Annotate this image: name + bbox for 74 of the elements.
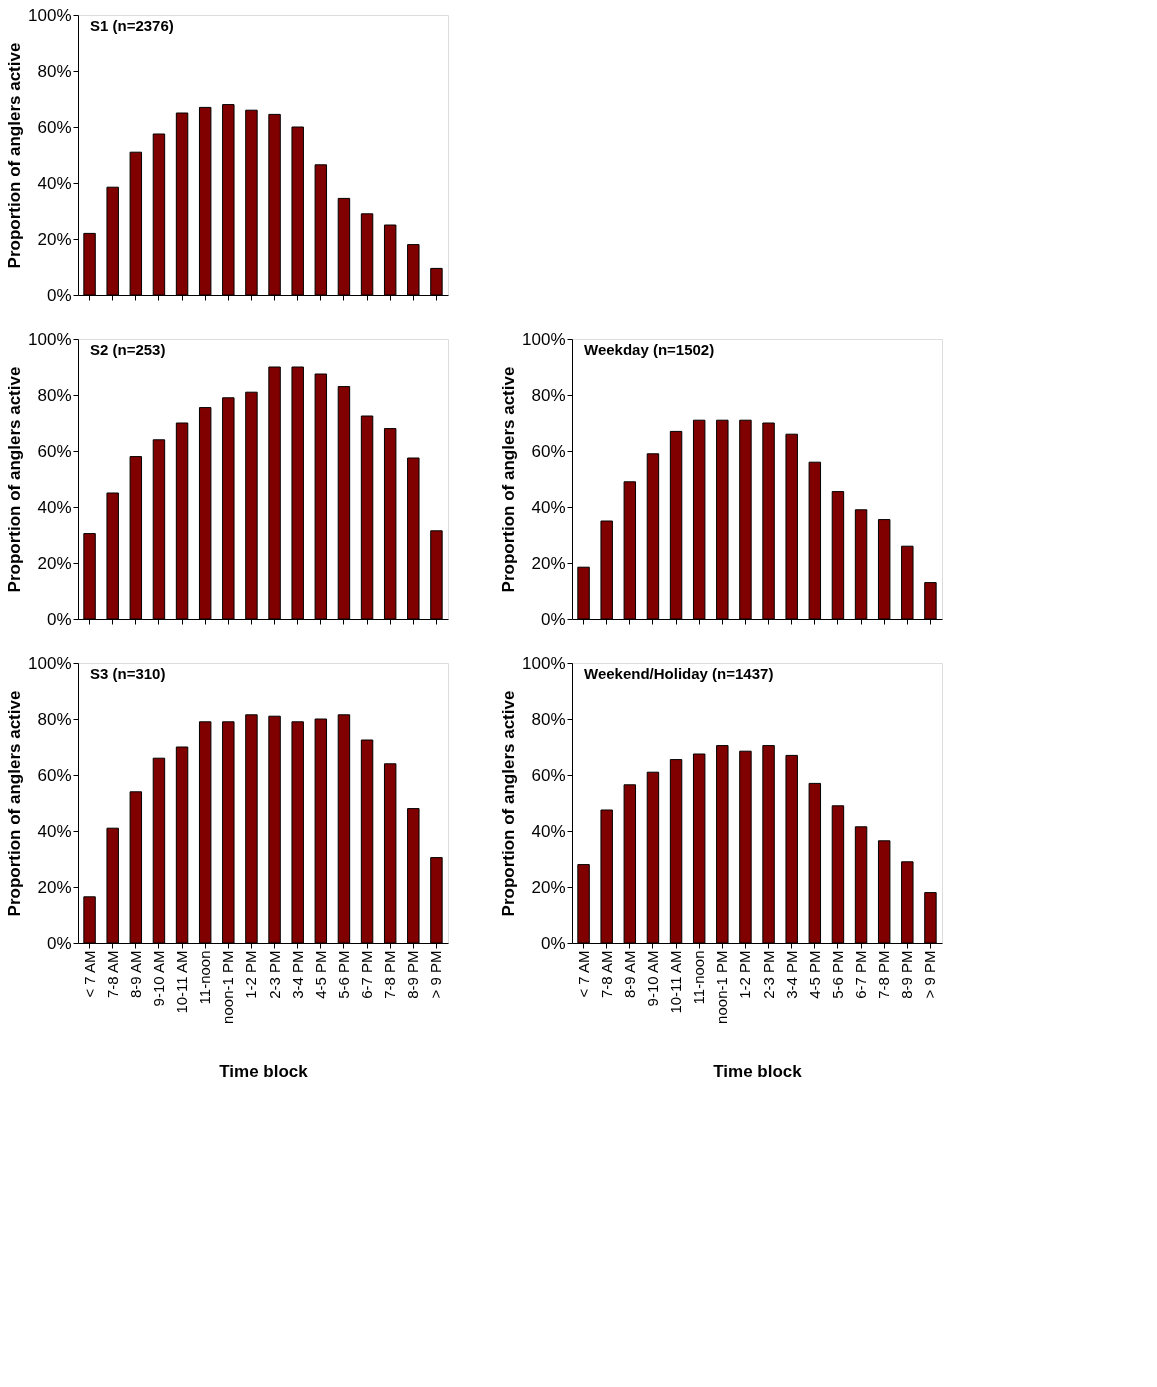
x-tick-label: 1-2 PM [736, 950, 754, 999]
y-axis-title: Proportion of anglers active [5, 690, 25, 917]
y-tick-label: 20% [37, 877, 72, 897]
y-tick-label: 100% [522, 329, 566, 349]
y-tick-label: 20% [37, 553, 72, 573]
x-tick-label: 2-3 PM [265, 950, 283, 999]
x-tick-label: 11-noon [690, 950, 708, 1005]
y-tick-label: 0% [46, 285, 72, 305]
x-tick-label: > 9 PM [427, 950, 445, 999]
y-tick-label: 0% [46, 609, 72, 629]
chart-title: S1 (n=2376) [90, 17, 174, 34]
y-tick-label: 40% [531, 821, 566, 841]
chart-title: Weekend/Holiday (n=1437) [584, 665, 774, 682]
x-tick-label: 10-11 AM [173, 950, 191, 1014]
chart-title: S2 (n=253) [90, 341, 166, 358]
x-tick-label: 3-4 PM [782, 950, 800, 999]
chart-title: S3 (n=310) [90, 665, 166, 682]
x-tick-label: 11-noon [196, 950, 214, 1005]
x-tick-label: 6-7 PM [358, 950, 376, 999]
y-tick-label: 60% [37, 117, 72, 137]
y-tick-label: 100% [522, 653, 566, 673]
x-tick-label: 7-8 PM [875, 950, 893, 999]
y-tick-label: 80% [531, 709, 566, 729]
x-tick-label: 7-8 PM [381, 950, 399, 999]
x-tick-label: noon-1 PM [219, 950, 237, 1024]
y-tick-label: 40% [531, 497, 566, 517]
x-tick-label: 8-9 PM [404, 950, 422, 999]
y-axis-title: Proportion of anglers active [5, 42, 25, 269]
y-tick-label: 80% [37, 385, 72, 405]
x-axis-title: Time block [713, 1061, 803, 1081]
x-tick-label: noon-1 PM [713, 950, 731, 1024]
y-tick-label: 0% [46, 933, 72, 953]
x-tick-label: 6-7 PM [852, 950, 870, 999]
x-tick-label: < 7 AM [574, 950, 592, 998]
y-tick-label: 60% [37, 441, 72, 461]
x-tick-label: 7-8 AM [103, 950, 121, 999]
y-axis-title: Proportion of anglers active [499, 690, 519, 917]
x-tick-label: 9-10 AM [643, 950, 661, 1007]
x-tick-label: 4-5 PM [311, 950, 329, 999]
y-tick-label: 100% [28, 653, 72, 673]
y-tick-label: 40% [37, 821, 72, 841]
y-tick-label: 40% [37, 173, 72, 193]
y-tick-label: 20% [531, 553, 566, 573]
y-tick-label: 0% [540, 609, 566, 629]
y-tick-label: 100% [28, 329, 72, 349]
x-tick-label: 8-9 AM [126, 950, 144, 999]
chart-title: Weekday (n=1502) [584, 341, 715, 358]
x-tick-label: 2-3 PM [759, 950, 777, 999]
y-tick-label: 80% [37, 709, 72, 729]
y-tick-label: 40% [37, 497, 72, 517]
x-tick-label: 1-2 PM [242, 950, 260, 999]
y-axis-title: Proportion of anglers active [5, 366, 25, 593]
y-tick-label: 80% [37, 61, 72, 81]
y-tick-label: 60% [531, 441, 566, 461]
y-tick-label: 20% [531, 877, 566, 897]
x-tick-label: 10-11 AM [667, 950, 685, 1014]
x-tick-label: < 7 AM [80, 950, 98, 998]
y-tick-label: 20% [37, 229, 72, 249]
y-tick-label: 100% [28, 5, 72, 25]
x-tick-label: > 9 PM [921, 950, 939, 999]
x-tick-label: 4-5 PM [805, 950, 823, 999]
x-tick-label: 9-10 AM [149, 950, 167, 1007]
x-tick-label: 8-9 PM [898, 950, 916, 999]
y-axis-title: Proportion of anglers active [499, 366, 519, 593]
x-axis-title: Time block [219, 1061, 309, 1081]
x-tick-label: 5-6 PM [828, 950, 846, 999]
y-tick-label: 60% [37, 765, 72, 785]
y-tick-label: 0% [540, 933, 566, 953]
y-tick-label: 80% [531, 385, 566, 405]
x-tick-label: 3-4 PM [288, 950, 306, 999]
x-tick-label: 5-6 PM [334, 950, 352, 999]
x-tick-label: 7-8 AM [597, 950, 615, 999]
x-tick-label: 8-9 AM [620, 950, 638, 999]
y-tick-label: 60% [531, 765, 566, 785]
